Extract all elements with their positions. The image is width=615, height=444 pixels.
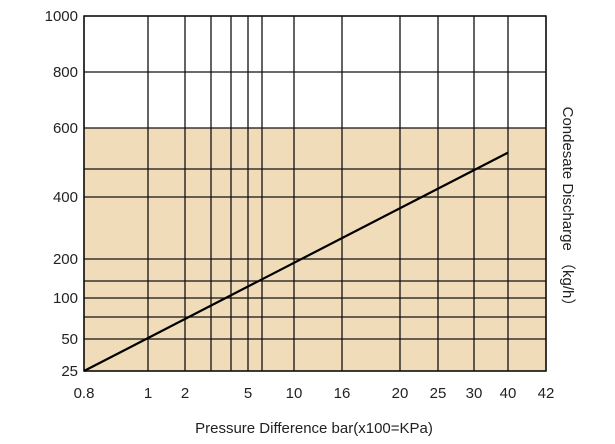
x-tick-label: 10: [286, 385, 303, 402]
series-layer: [83, 151, 509, 372]
x-tick-label: 25: [430, 385, 447, 402]
y-tick-label: 400: [53, 189, 78, 206]
x-tick-labels: 0.8 1 2 5 10 16 20 25 30 40 42: [74, 385, 555, 402]
y-axis-label: Condesate Discharge （kg/h）: [559, 107, 576, 314]
x-axis-label: Pressure Difference bar(x100=KPa): [195, 420, 433, 437]
x-tick-label: 40: [500, 385, 517, 402]
grid-layer: [83, 15, 547, 372]
series-line: [83, 151, 509, 372]
x-tick-label: 1: [144, 385, 152, 402]
y-tick-label: 25: [61, 363, 78, 380]
x-tick-label: 2: [181, 385, 189, 402]
plot-frame: [83, 15, 547, 372]
x-tick-label: 5: [244, 385, 252, 402]
x-tick-label: 0.8: [74, 385, 95, 402]
y-tick-label: 600: [53, 120, 78, 137]
x-tick-label: 42: [538, 385, 555, 402]
y-tick-label: 200: [53, 251, 78, 268]
y-tick-label: 1000: [45, 8, 78, 25]
y-tick-label: 50: [61, 331, 78, 348]
x-tick-label: 16: [334, 385, 351, 402]
y-tick-label: 800: [53, 64, 78, 81]
y-tick-label: 100: [53, 290, 78, 307]
y-tick-labels: 25 50 100 200 400 600 800 1000: [45, 8, 78, 380]
x-tick-label: 30: [466, 385, 483, 402]
x-tick-label: 20: [392, 385, 409, 402]
